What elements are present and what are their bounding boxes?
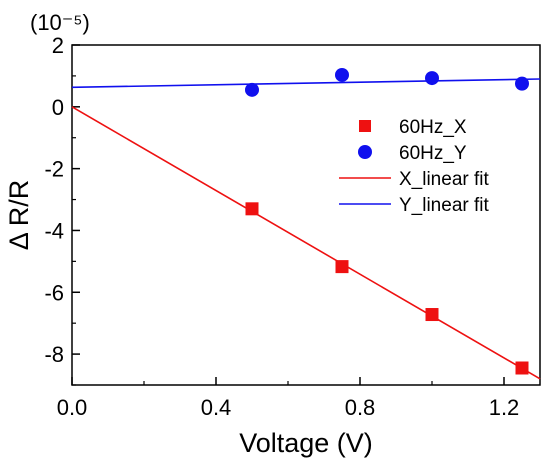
legend-label: Y_linear fit	[399, 195, 489, 216]
x-tick-label: 0.4	[201, 395, 232, 420]
legend-marker-circle	[358, 145, 372, 159]
legend: 60Hz_X 60Hz_Y X_linear fit Y_linear fit	[339, 117, 489, 216]
plot-border	[71, 44, 541, 386]
x-tick-label: 1.2	[489, 395, 520, 420]
fit-line-y-linear-fit	[71, 78, 541, 89]
data-point-circle	[335, 67, 349, 82]
y-tick-label: -2	[44, 157, 64, 182]
x-tick-label: 0.0	[57, 395, 88, 420]
legend-label: 60Hz_Y	[399, 143, 467, 164]
y-tick-label: 0	[52, 95, 64, 120]
y-axis-title: Δ R/R	[4, 180, 34, 251]
legend-label: 60Hz_X	[399, 117, 467, 138]
y-tick-label: -6	[44, 280, 64, 305]
y-multiplier-label: (10⁻⁵)	[30, 10, 90, 35]
data-point-square	[245, 202, 259, 216]
fit-lines	[71, 78, 541, 380]
y-tick-label: -4	[44, 218, 64, 243]
data-point-circle	[245, 82, 259, 97]
data-point-square	[515, 361, 529, 375]
axis-ticks	[71, 44, 505, 386]
legend-label: X_linear fit	[399, 169, 489, 190]
fit-line-x-linear-fit	[71, 106, 541, 380]
legend-marker-square	[359, 120, 371, 132]
x-tick-label: 0.8	[345, 395, 376, 420]
data-point-square	[335, 260, 349, 274]
plot-frame	[71, 44, 541, 386]
tick-labels: 0.0 0.4 0.8 1.2 2 0 -2 -4 -6 -8	[44, 33, 519, 420]
y-tick-label: -8	[44, 342, 64, 367]
data-point-square	[425, 308, 439, 322]
y-tick-label: 2	[52, 33, 64, 58]
data-point-circle	[425, 71, 439, 86]
data-point-circle	[515, 76, 529, 91]
x-axis-title: Voltage (V)	[239, 428, 373, 458]
data-points	[245, 67, 529, 375]
